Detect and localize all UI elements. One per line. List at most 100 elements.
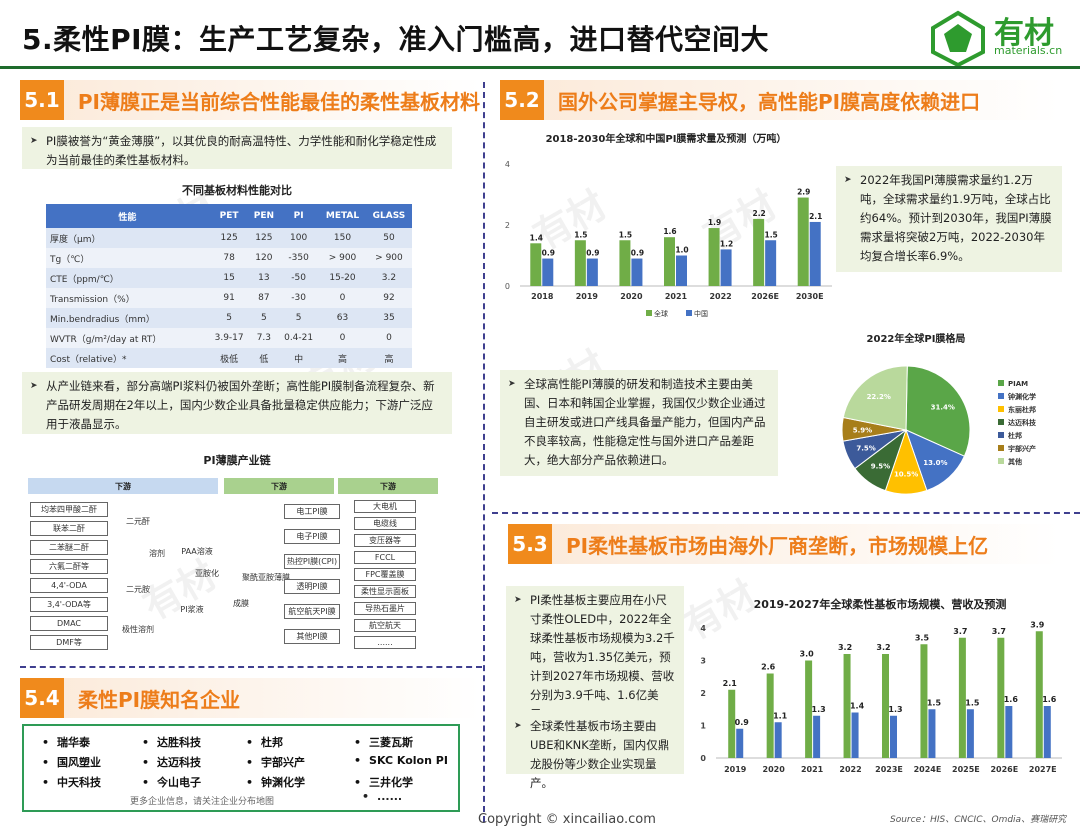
table-cell: 高 (365, 348, 412, 368)
table-header-cell: METAL (319, 204, 366, 228)
note-substrate-market: PI柔性基板主要应用在小尺寸柔性OLED中，2022年全球柔性基板市场规模为3.… (506, 586, 684, 721)
table-cell: Min.bendradius（mm） (46, 308, 209, 328)
company-item: 今山电子 (142, 774, 201, 790)
table-cell: 13 (249, 268, 279, 288)
table-cell: Cost（relative）* (46, 348, 209, 368)
slice-label: 31.4% (931, 404, 955, 412)
pi-market-share-pie: 2022年全球PI膜格局 31.4% 13.0% 10.5% 9.5% 7.5% 5.9% 2… (841, 332, 1037, 495)
data-label: 1.6 (663, 227, 676, 236)
section-title: PI柔性基板市场由海外厂商垄断，市场规模上亿 (566, 533, 989, 558)
legend-label: 宇部兴产 (1008, 444, 1036, 453)
table-cell: 3.2 (365, 268, 412, 288)
table-cell: 极低 (208, 348, 250, 368)
note-pi-film: PI膜被誉为“黄金薄膜”，以其优良的耐高温特性、力学性能和耐化学稳定性成为当前最… (22, 127, 452, 169)
chart-title: 2019-2027年全球柔性基板市场规模、营收及预测 (754, 597, 1007, 611)
table-header-cell: 性能 (46, 204, 209, 228)
logo-en: materials.cn (994, 44, 1063, 57)
bar (774, 722, 782, 758)
y-tick-label: 4 (505, 160, 510, 169)
table-cell: 120 (249, 248, 279, 268)
data-label: 2.9 (797, 188, 810, 197)
chain-intermediate: PI浆液 (180, 604, 204, 614)
bar (619, 240, 631, 286)
chain-header: 下游 (28, 478, 218, 494)
legend-label: 钟渊化学 (1008, 392, 1036, 401)
section-title: 柔性PI膜知名企业 (78, 687, 241, 712)
chart-title: 2022年全球PI膜格局 (867, 332, 966, 345)
y-tick-label: 1 (700, 722, 706, 731)
x-tick-label: 2024E (914, 765, 942, 774)
data-label: 1.0 (675, 246, 688, 255)
table-cell: -50 (278, 268, 320, 288)
data-label: 1.6 (1004, 695, 1019, 704)
chain-application: 电缆线 (354, 517, 416, 530)
table-row: Transmission（%） 91 87 -30 0 92 (46, 288, 412, 308)
data-label: 2.1 (723, 679, 738, 688)
copyright: Copyright © xincailiao.com (478, 812, 656, 827)
bar (813, 715, 821, 758)
company-item: 钟渊化学 (246, 774, 305, 790)
table-cell: 7.3 (249, 328, 279, 348)
bar (966, 709, 974, 758)
logo (928, 10, 1068, 68)
chain-application: 变压器等 (354, 534, 416, 547)
header-rule (0, 66, 1080, 69)
data-label: 1.4 (850, 702, 865, 711)
section-title: 国外公司掌握主导权，高性能PI膜高度依赖进口 (558, 89, 981, 114)
property-table: 性能 PET PEN PI METAL GLASS 厚度（μm） 125 125 100 150 5… (46, 204, 412, 368)
table-row: Tg（℃） 78 120 -350 > 900 > 900 (46, 248, 412, 268)
table-row: Min.bendradius（mm） 5 5 5 63 35 (46, 308, 412, 328)
legend-label: PIAM (1008, 380, 1028, 388)
chain-intermediate: 成膜 (233, 598, 249, 608)
section-number: 5.4 (20, 678, 64, 718)
x-tick-label: 2019 (576, 292, 599, 301)
chain-film-type: 电子PI膜 (284, 529, 340, 544)
x-tick-label: 2030E (796, 292, 824, 301)
pi-demand-chart: 2018-2030年全球和中国PI膜需求量及预测（万吨） 0 2 4 1.4 0.9 201… (505, 132, 832, 318)
chain-intermediate: PAA溶液 (181, 546, 213, 556)
company-item: 三菱瓦斯 (354, 734, 413, 750)
table-cell: 150 (319, 228, 366, 248)
table-row: CTE（ppm/℃） 15 13 -50 15-20 3.2 (46, 268, 412, 288)
table-cell: 5 (249, 308, 279, 328)
chart-title: 2018-2030年全球和中国PI膜需求量及预测（万吨） (546, 132, 787, 145)
data-label: 1.1 (773, 711, 788, 720)
table-title: 不同基板材料性能对比 (182, 184, 292, 197)
table-cell: 中 (278, 348, 320, 368)
more-companies-note: 更多企业信息，请关注企业分布地图 (130, 797, 275, 807)
table-cell: 5 (278, 308, 320, 328)
substrate-market-chart: 2019-2027年全球柔性基板市场规模、营收及预测 0 1 2 3 4 2.1 0.9 201… (700, 597, 1062, 774)
legend-swatch (998, 458, 1004, 464)
legend-swatch (998, 380, 1004, 386)
y-tick-label: 2 (700, 689, 706, 698)
chain-raw-material: 联苯二酐 (30, 521, 108, 536)
data-label: 3.2 (838, 643, 852, 652)
chain-application: 柔性显示面板 (354, 585, 416, 598)
chain-film-type: 透明PI膜 (284, 579, 340, 594)
chain-application: FPC覆盖膜 (354, 568, 416, 581)
x-tick-label: 2022 (709, 292, 731, 301)
bar (664, 237, 675, 286)
slice-label: 10.5% (894, 471, 918, 479)
data-label: 2.1 (809, 212, 822, 221)
bar (851, 712, 859, 758)
data-label: 0.9 (586, 249, 599, 258)
table-cell: > 900 (365, 248, 412, 268)
chain-intermediate: 二元胺 (126, 584, 150, 594)
table-cell: 15-20 (319, 268, 366, 288)
chain-header: 下游 (224, 478, 334, 494)
chain-application: FCCL (354, 551, 416, 564)
x-tick-label: 2026E (990, 765, 1018, 774)
bar (708, 228, 720, 286)
data-label: 0.9 (631, 249, 644, 258)
bar (753, 218, 765, 286)
bar (542, 258, 554, 286)
chain-film-type: 航空航天PI膜 (284, 604, 340, 619)
bar (1035, 631, 1043, 758)
bar (843, 654, 851, 758)
company-item: 瑞华泰 (42, 734, 90, 750)
data-label: 1.4 (530, 233, 543, 242)
x-tick-label: 2019 (724, 765, 747, 774)
bar (530, 243, 542, 286)
data-label: 1.2 (720, 239, 733, 248)
